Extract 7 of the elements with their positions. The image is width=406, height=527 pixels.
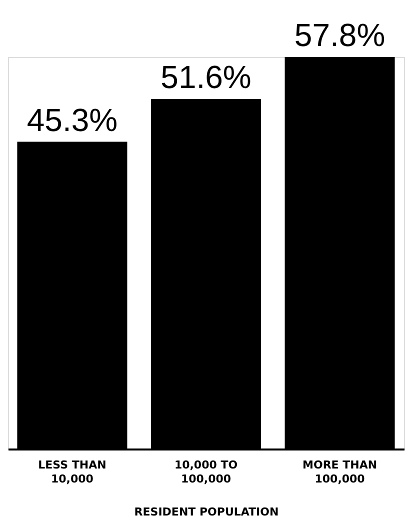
x-tick-label: LESS THAN 10,000 (38, 458, 106, 486)
data-label: 51.6% (160, 59, 252, 96)
data-label: 57.8% (294, 17, 386, 53)
x-tick-label: 10,000 TO 100,000 (174, 458, 238, 486)
x-tick-label: MORE THAN 100,000 (302, 458, 378, 486)
x-axis-title: RESIDENT POPULATION (134, 506, 279, 518)
data-label: 45.3% (26, 102, 118, 138)
